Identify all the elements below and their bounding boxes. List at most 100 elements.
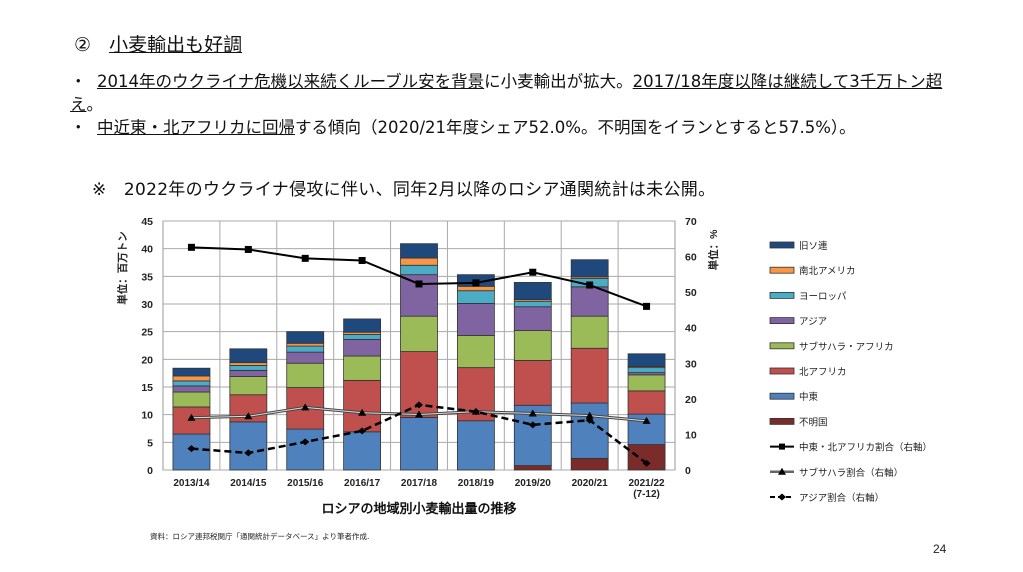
chart-legend: 旧ソ連南北アメリカヨーロッパアジアサブサハラ・アフリカ北アフリカ中東不明国中東・… [769, 240, 932, 504]
legend-swatch [769, 317, 795, 325]
bar-segment [343, 339, 382, 357]
legend-label: アジア [799, 317, 827, 328]
bullet-list: ・ 2014年のウクライナ危機以来続くルーブル安を背景に小麦輸出が拡大。2017… [70, 70, 970, 139]
bar-segment [456, 335, 495, 369]
marker-diamond [415, 401, 423, 409]
bar-segment [229, 348, 268, 364]
y2-tick-label: 40 [685, 323, 697, 335]
bar-segment [513, 306, 552, 331]
bar-segment [570, 457, 609, 471]
bar-segment [570, 315, 609, 349]
bar-segment [456, 303, 495, 336]
bar-segment [229, 421, 268, 471]
marker-triangle [301, 403, 310, 411]
bar-segment [172, 385, 211, 393]
legend-label: サブサハラ・アフリカ [799, 341, 894, 353]
x-tick-label: 2014/15 [230, 478, 267, 489]
bar-segment [456, 285, 495, 292]
y-tick-label: 10 [141, 410, 153, 422]
bar-segment [570, 286, 609, 317]
marker-triangle [187, 413, 196, 421]
bullet-text: 。 [86, 95, 104, 114]
bar-segment [286, 351, 325, 364]
bar-segment [343, 318, 382, 333]
y-tick-label: 0 [147, 465, 153, 477]
chart-title: ロシアの地域別小麦輸出量の推移 [321, 501, 516, 517]
y-tick-label: 15 [141, 382, 153, 394]
chart-axes: 0 5 10 15 20 25 30 35 40 45 0 10 20 30 40 50 60 70 2013/14… [141, 216, 697, 500]
x-tick-label: 2021/22 [628, 478, 665, 489]
y-tick-label: 30 [141, 299, 153, 311]
marker-diamond [528, 421, 537, 429]
bar-segment [286, 331, 325, 344]
bar-segment [513, 300, 552, 308]
bar-segment [513, 282, 552, 300]
bar-segment [286, 428, 325, 471]
source-note: 資料：ロシア連邦税関庁「通関統計データベース」より筆者作成. [150, 532, 370, 541]
marker-diamond [301, 438, 310, 446]
legend-label: 南北アメリカ [799, 265, 856, 277]
bullet-text: 2014年のウクライナ危機以来続くルーブル安を背景 [97, 72, 485, 91]
marker-triangle [358, 408, 367, 416]
legend-swatch [769, 392, 795, 400]
legend-label: 不明国 [799, 417, 828, 428]
x-tick-label: 2013/14 [173, 478, 210, 489]
bullet-item-export-growth: ・ 2014年のウクライナ危機以来続くルーブル安を背景に小麦輸出が拡大。2017… [70, 70, 970, 116]
marker-square [472, 279, 480, 287]
x-tick-label: 2016/17 [344, 478, 381, 489]
legend-marker-triangle [778, 467, 786, 475]
marker-diamond [187, 445, 196, 453]
bar-segment [343, 334, 382, 340]
bar-segment [400, 315, 438, 352]
y2-tick-label: 0 [685, 465, 691, 477]
legend-swatch [769, 241, 795, 249]
bar-segment [456, 420, 495, 471]
marker-diamond [585, 416, 594, 424]
y2-axis-label: 単位：% [707, 229, 720, 270]
marker-triangle [642, 416, 651, 424]
marker-diamond [642, 459, 651, 467]
bullet-item-mena-return: ・ 中近東・北アフリカに回帰する傾向（2020/21年度シェア52.0%。不明国… [70, 116, 970, 139]
bar-segment [229, 365, 268, 371]
x-tick-label: 2020/21 [572, 478, 609, 489]
chart-lines [187, 243, 651, 467]
legend-swatch [769, 367, 795, 375]
bar-segment [456, 290, 495, 304]
bar-segment [627, 367, 666, 374]
bar-segment [229, 376, 268, 396]
bullet-marker: ・ [70, 72, 87, 91]
y-axis-label: 単位：百万トン [116, 231, 129, 305]
marker-diamond [358, 427, 367, 435]
legend-label: サブサハラ割合（右軸） [799, 467, 903, 479]
section-number: ② [74, 34, 92, 56]
y-tick-label: 45 [141, 216, 153, 228]
bar-segment [286, 342, 325, 347]
marker-square [244, 245, 252, 253]
marker-square [187, 243, 195, 251]
bullet-text: 中近東・北アフリカに回帰 [97, 118, 295, 137]
bar-segment [343, 431, 382, 471]
legend-label: 北アフリカ [799, 367, 847, 378]
legend-label: 中東・北アフリカ割合（右軸） [799, 442, 932, 454]
x-tick-label: 2018/19 [458, 478, 495, 489]
section-heading: ② 小麦輸出も好調 [74, 30, 242, 57]
legend-label: 旧ソ連 [799, 240, 828, 252]
bar-segment [513, 360, 552, 406]
bar-segment [229, 369, 268, 377]
y2-tick-label: 60 [685, 252, 697, 264]
marker-square [643, 302, 651, 310]
marker-diamond [471, 408, 480, 416]
bar-segment [400, 417, 438, 471]
marker-square [415, 280, 423, 288]
bullet-text: する傾向（2020/21年度シェア52.0%。不明国をイランとすると57.5%）… [295, 118, 856, 137]
bar-segment [400, 243, 438, 259]
marker-triangle [244, 412, 253, 420]
marker-triangle [415, 410, 423, 418]
marker-square [586, 281, 594, 289]
bar-segment [172, 367, 211, 377]
y-tick-label: 5 [147, 437, 153, 449]
marker-diamond [244, 449, 253, 457]
legend-marker-diamond [778, 493, 786, 501]
x-tick-label: (7-12) [633, 489, 660, 500]
y2-tick-label: 70 [685, 216, 697, 228]
